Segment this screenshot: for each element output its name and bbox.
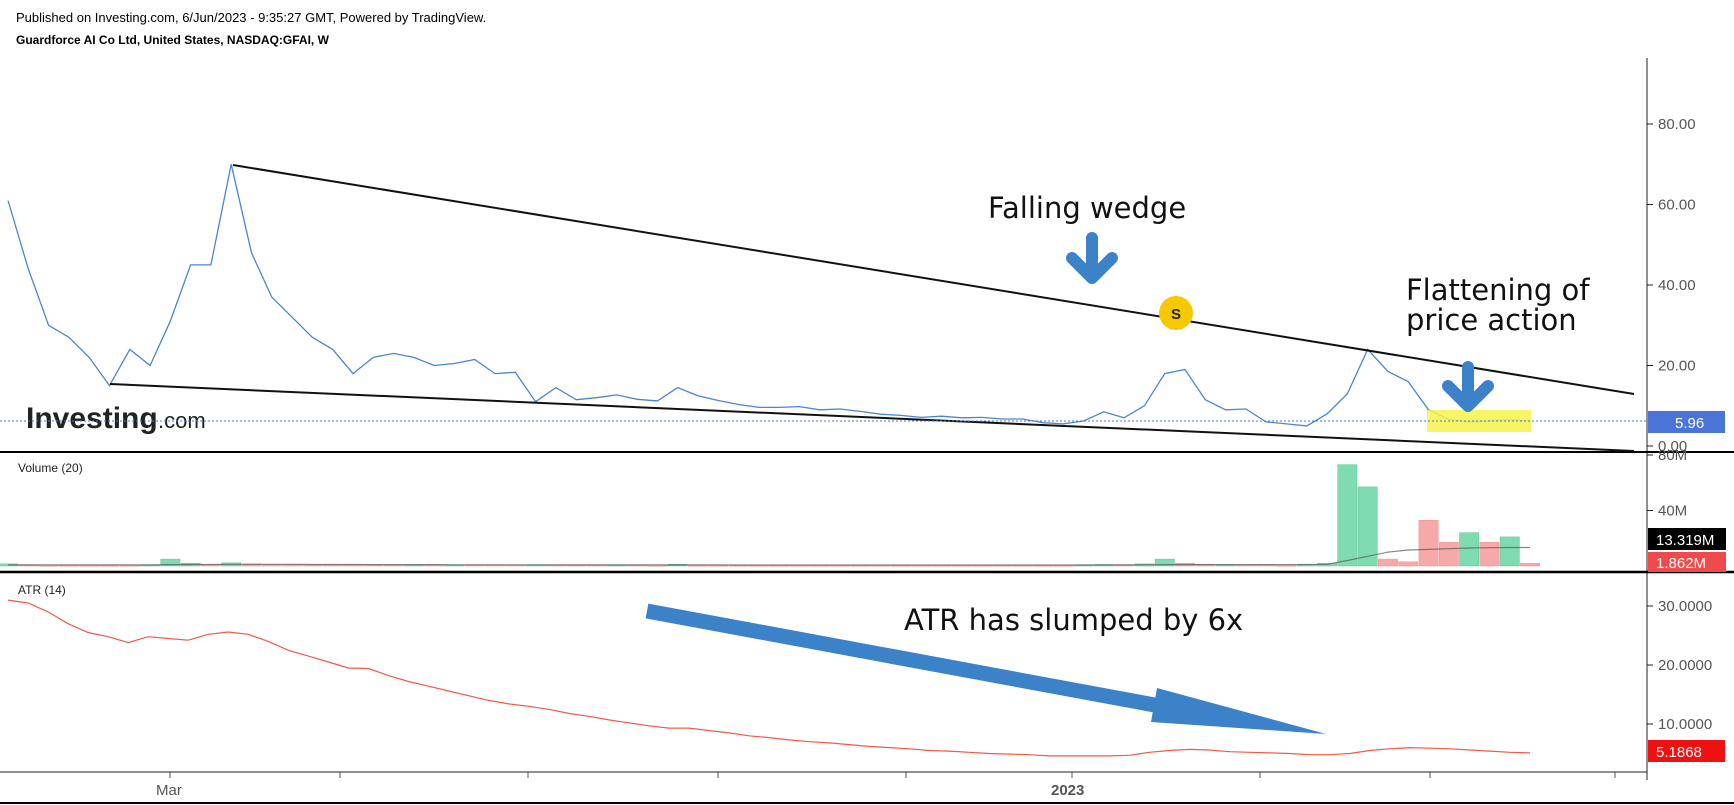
investing-logo: Investing .com <box>26 402 206 435</box>
volume-ma-tag: 13.319M <box>1656 532 1714 549</box>
price-tick-label: 40.00 <box>1658 277 1696 294</box>
volume-bar <box>1378 558 1398 567</box>
volume-bar <box>1520 563 1540 567</box>
flattening-label-line2: price action <box>1406 303 1577 337</box>
price-tick-label: 60.00 <box>1658 197 1696 214</box>
wedge-down-arrow-icon <box>1066 232 1118 284</box>
volume-bar <box>1154 558 1175 567</box>
wedge-upper-trendline[interactable] <box>232 164 1635 395</box>
volume-bar <box>160 558 181 567</box>
volume-ma-line <box>8 546 1530 566</box>
volume-panel-title: Volume (20) <box>18 461 83 475</box>
atr-tick-label: 20.0000 <box>1658 657 1712 674</box>
price-tick-label: 80.00 <box>1658 116 1696 133</box>
volume-bar <box>1418 519 1439 567</box>
svg-text:Investing: Investing <box>26 402 158 435</box>
price-series-line <box>7 164 1531 427</box>
atr-slump-arrow-icon <box>645 603 1326 734</box>
volume-bar <box>1337 464 1358 567</box>
atr-series-line <box>7 599 1531 757</box>
volume-tick-label: 80M <box>1658 447 1687 464</box>
volume-tick-label: 40M <box>1658 503 1687 520</box>
volume-bar <box>1459 532 1480 567</box>
volume-last-tag: 1.862M <box>1656 555 1706 572</box>
x-axis-label-mar: Mar <box>156 782 182 799</box>
atr-tick-label: 30.0000 <box>1658 598 1712 615</box>
volume-bar <box>1357 486 1378 567</box>
flattening-label-line1: Flattening of <box>1406 273 1590 307</box>
volume-bar <box>1276 564 1297 567</box>
symbol-title: Guardforce AI Co Ltd, United States, NAS… <box>16 33 329 47</box>
price-last-value-tag-bg <box>1648 411 1725 433</box>
volume-ma-tag-bg <box>1648 528 1726 550</box>
atr-tick-label: 10.0000 <box>1658 716 1712 733</box>
flattening-highlight[interactable] <box>1427 410 1531 432</box>
svg-text:S: S <box>1171 306 1181 323</box>
volume-last-tag-bg <box>1648 552 1726 572</box>
atr-last-value-tag: 5.1868 <box>1656 744 1702 761</box>
volume-bar <box>1479 542 1500 567</box>
falling-wedge-label: Falling wedge <box>988 191 1186 225</box>
atr-annotation-label: ATR has slumped by 6x <box>904 603 1243 637</box>
price-last-value-tag: 5.96 <box>1675 415 1704 432</box>
atr-last-value-tag-bg <box>1648 740 1725 762</box>
wedge-lower-trendline[interactable] <box>109 383 1635 452</box>
volume-bar <box>1398 561 1419 567</box>
price-tick-label: 20.00 <box>1658 358 1696 375</box>
atr-panel-title: ATR (14) <box>18 583 66 597</box>
event-marker-badge[interactable]: S <box>1159 296 1193 330</box>
volume-bar <box>1438 542 1459 567</box>
price-tick-label: 0.00 <box>1658 438 1687 455</box>
flattening-down-arrow-icon <box>1442 361 1494 412</box>
x-axis-label-2023: 2023 <box>1051 782 1084 799</box>
published-info: Published on Investing.com, 6/Jun/2023 -… <box>16 10 487 25</box>
volume-bar <box>1499 536 1520 567</box>
